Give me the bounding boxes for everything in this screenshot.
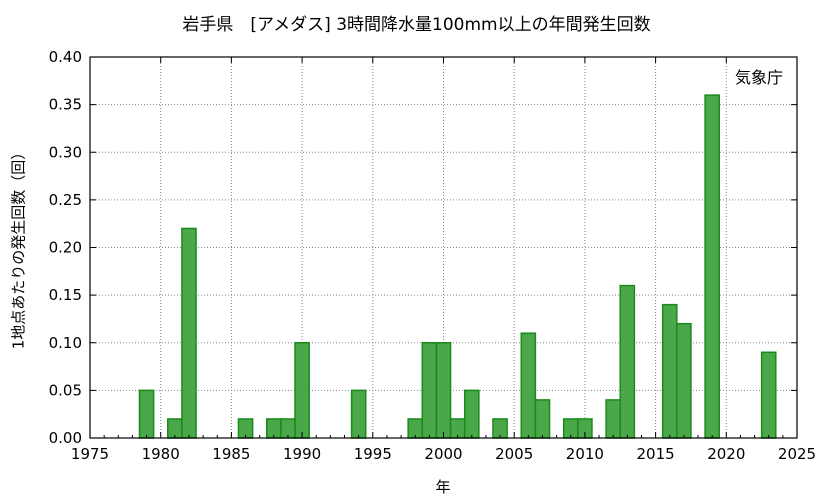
bar-1994 [350,389,367,439]
x-axis-label: 年 [435,478,451,496]
bar-2000 [435,342,452,439]
bar-2006 [520,332,537,439]
y-tick-label: 0.00 [49,429,82,447]
x-tick-label: 2025 [778,445,816,463]
y-tick-label: 0.25 [49,191,82,209]
y-tick-label: 0.10 [49,334,82,352]
x-tick-label: 2005 [495,445,533,463]
y-tick-label: 0.05 [49,381,82,399]
x-tick-label: 1980 [142,445,180,463]
y-tick-label: 0.15 [49,286,82,304]
x-tick-label: 2000 [424,445,462,463]
bar-1979 [138,389,155,439]
y-tick-label: 0.35 [49,96,82,114]
y-tick-label: 0.30 [49,143,82,161]
x-tick-label: 2020 [707,445,745,463]
bar-2007 [534,399,551,439]
x-tick-label: 2015 [637,445,675,463]
bar-2012 [605,399,621,439]
y-tick-label: 0.20 [49,239,82,257]
bar-1999 [421,342,438,439]
bar-2016 [661,303,678,439]
bar-2023 [760,351,777,439]
bar-2019 [704,94,720,439]
bar-1990 [294,342,310,439]
x-tick-label: 1990 [283,445,321,463]
x-tick-label: 1975 [71,445,109,463]
bar-2013 [619,284,636,439]
x-tick-label: 1995 [354,445,392,463]
y-tick-label: 0.40 [49,48,82,66]
bar-2002 [463,389,480,439]
source-label: 気象庁 [734,68,783,87]
x-tick-label: 2010 [566,445,604,463]
chart-title: 岩手県 [アメダス] 3時間降水量100mm以上の年間発生回数 [182,15,651,35]
x-tick-label: 1985 [212,445,250,463]
bar-1982 [181,227,197,439]
bar-2017 [676,322,692,439]
